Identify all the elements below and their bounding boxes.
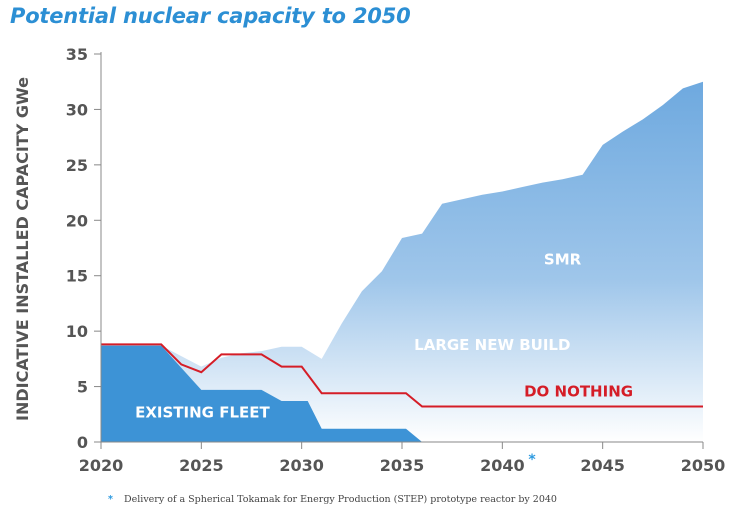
y-tick-label: 0	[77, 433, 88, 452]
area-annotation: AMR	[543, 145, 582, 163]
y-tick-label: 25	[66, 156, 88, 175]
y-tick-label: 5	[77, 378, 88, 397]
x-tick-label: 2040	[480, 456, 525, 475]
y-axis-label: INDICATIVE INSTALLED CAPACITY GWe	[13, 77, 32, 421]
footnote: * Delivery of a Spherical Tokamak for En…	[108, 494, 557, 505]
footnote-text: Delivery of a Spherical Tokamak for Ener…	[124, 494, 557, 505]
y-tick-label: 10	[66, 322, 88, 341]
area-annotation: SMR	[544, 251, 582, 269]
area-annotation: LARGE NEW BUILD	[414, 336, 570, 354]
y-tick-label: 20	[66, 211, 88, 230]
chart-title: Potential nuclear capacity to 2050	[10, 4, 411, 28]
x-tick-label: 2035	[380, 456, 425, 475]
x-tick-label: 2045	[580, 456, 625, 475]
existing-fleet-label: EXISTING FLEET	[135, 404, 270, 422]
footnote-marker: *	[108, 494, 113, 505]
x-tick-label: 2050	[681, 456, 726, 475]
y-tick-label: 35	[66, 45, 88, 64]
y-tick-label: 30	[66, 100, 88, 119]
x-tick-asterisk: *	[528, 452, 536, 468]
y-tick-label: 15	[66, 267, 88, 286]
existing-fleet-area	[101, 345, 423, 442]
do-nothing-line	[101, 343, 703, 408]
x-tick-label: 2025	[179, 456, 224, 475]
x-tick-label: 2030	[279, 456, 324, 475]
new-build-area	[101, 81, 703, 442]
x-tick-label: 2020	[79, 456, 124, 475]
do-nothing-label: DO NOTHING	[524, 383, 633, 401]
